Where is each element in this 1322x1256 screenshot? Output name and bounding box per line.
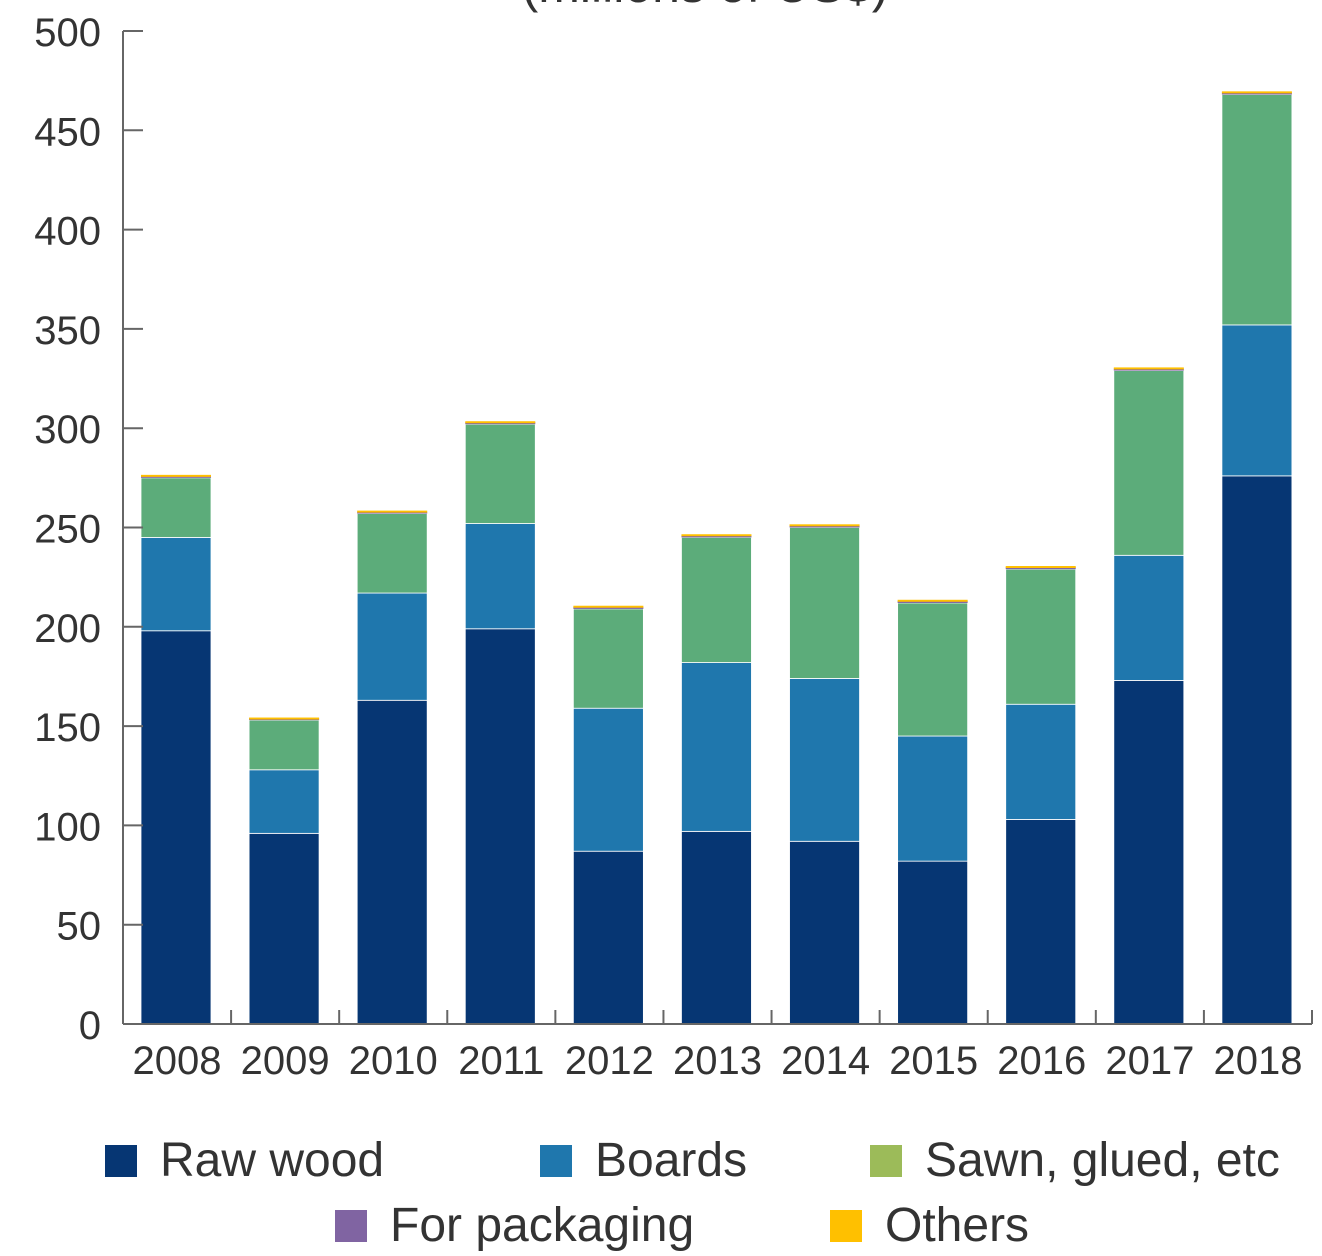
x-tick-label-2011: 2011 — [458, 1039, 544, 1083]
y-tick-label-350: 350 — [34, 309, 101, 353]
y-tick-label-400: 400 — [34, 210, 101, 254]
x-tick-label-2017: 2017 — [1105, 1039, 1194, 1083]
bar-2014-series-4 — [790, 524, 860, 526]
y-tick-label-300: 300 — [34, 408, 101, 452]
x-tick-label-2010: 2010 — [349, 1039, 438, 1083]
x-tick-label-2015: 2015 — [889, 1039, 978, 1083]
bar-2014-series-0 — [790, 841, 860, 1024]
chart-title: (millions of US$) — [522, 0, 889, 13]
bar-2017-series-0 — [1114, 680, 1184, 1024]
bar-2014-series-1 — [790, 678, 860, 841]
legend-label-1: Boards — [595, 1134, 747, 1187]
bar-2015-series-2 — [898, 603, 968, 736]
bar-2011-series-2 — [465, 424, 535, 523]
bar-2018-series-2 — [1222, 95, 1292, 325]
legend-label-2: Sawn, glued, etc — [925, 1134, 1280, 1187]
bar-2016-series-1 — [1006, 704, 1076, 819]
x-tick-label-2018: 2018 — [1213, 1039, 1302, 1083]
bar-2016-series-0 — [1006, 819, 1076, 1024]
y-tick-label-500: 500 — [34, 11, 101, 55]
y-tick-label-0: 0 — [79, 1004, 101, 1048]
bars-layer — [141, 91, 1292, 1024]
bar-2011-series-1 — [465, 524, 535, 629]
bar-2010-series-4 — [357, 511, 427, 513]
bar-2017-series-1 — [1114, 555, 1184, 680]
legend-swatch-3 — [335, 1210, 367, 1242]
y-tick-label-450: 450 — [34, 110, 101, 154]
legend-swatch-1 — [540, 1145, 572, 1177]
x-tick-label-2013: 2013 — [673, 1039, 762, 1083]
bar-2015-series-4 — [898, 600, 968, 602]
x-tick-label-2016: 2016 — [997, 1039, 1086, 1083]
bar-2013-series-2 — [681, 537, 751, 662]
bar-2010-series-1 — [357, 593, 427, 700]
y-tick-label-50: 50 — [57, 905, 102, 949]
y-tick-label-250: 250 — [34, 508, 101, 552]
legend-label-3: For packaging — [390, 1199, 694, 1251]
legend-label-0: Raw wood — [160, 1134, 384, 1187]
bar-2012-series-1 — [573, 708, 643, 851]
bar-2018-series-4 — [1222, 91, 1292, 93]
bar-2009-series-1 — [249, 770, 319, 834]
legend-swatch-0 — [105, 1145, 137, 1177]
x-tick-label-2014: 2014 — [781, 1039, 870, 1083]
y-tick-label-200: 200 — [34, 607, 101, 651]
legend-swatch-2 — [870, 1145, 902, 1177]
bar-2017-series-2 — [1114, 371, 1184, 556]
bar-2014-series-2 — [790, 528, 860, 679]
bar-2013-series-1 — [681, 663, 751, 832]
bar-2008-series-0 — [141, 631, 211, 1024]
x-tick-label-2009: 2009 — [241, 1039, 330, 1083]
bar-2008-series-1 — [141, 537, 211, 630]
bar-2016-series-2 — [1006, 569, 1076, 704]
bar-2009-series-4 — [249, 718, 319, 720]
bar-2017-series-4 — [1114, 367, 1184, 369]
x-tick-label-2012: 2012 — [565, 1039, 654, 1083]
bar-2018-series-0 — [1222, 476, 1292, 1024]
bar-2009-series-2 — [249, 720, 319, 770]
bar-2010-series-0 — [357, 700, 427, 1024]
bar-2012-series-4 — [573, 606, 643, 608]
bar-2011-series-0 — [465, 629, 535, 1024]
y-tick-label-150: 150 — [34, 706, 101, 750]
bar-2018-series-1 — [1222, 325, 1292, 476]
bar-2015-series-1 — [898, 736, 968, 861]
bar-2015-series-0 — [898, 861, 968, 1024]
bar-2011-series-4 — [465, 421, 535, 423]
y-tick-label-100: 100 — [34, 805, 101, 849]
bar-2012-series-0 — [573, 851, 643, 1024]
x-tick-label-2008: 2008 — [133, 1039, 222, 1083]
bar-2008-series-4 — [141, 475, 211, 477]
legend-label-4: Others — [885, 1199, 1029, 1251]
bar-2012-series-2 — [573, 609, 643, 708]
legend: Raw wood Boards Sawn, glued, etc For packag… — [105, 1134, 1280, 1251]
bar-2013-series-0 — [681, 831, 751, 1024]
bar-2013-series-4 — [681, 534, 751, 536]
bar-2010-series-2 — [357, 514, 427, 593]
bar-2009-series-0 — [249, 833, 319, 1024]
legend-swatch-4 — [830, 1210, 862, 1242]
bar-2008-series-2 — [141, 478, 211, 538]
bar-2016-series-4 — [1006, 566, 1076, 568]
